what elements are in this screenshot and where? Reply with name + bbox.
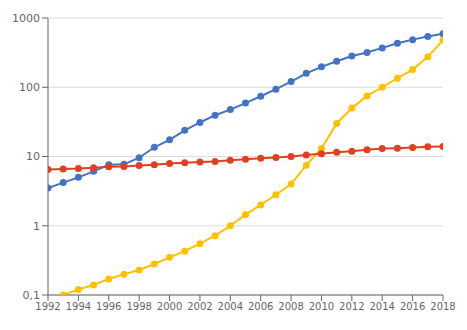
svg-text:2000: 2000 <box>157 301 182 312</box>
svg-text:1992: 1992 <box>35 301 60 312</box>
svg-text:10: 10 <box>26 150 40 163</box>
svg-text:1: 1 <box>33 220 40 233</box>
svg-text:2010: 2010 <box>309 301 334 312</box>
svg-text:2008: 2008 <box>278 301 303 312</box>
svg-text:0,1: 0,1 <box>23 289 41 302</box>
svg-text:1994: 1994 <box>66 301 91 312</box>
svg-text:2002: 2002 <box>187 301 212 312</box>
svg-text:2004: 2004 <box>218 301 243 312</box>
svg-text:1000: 1000 <box>12 12 40 25</box>
svg-text:2016: 2016 <box>400 301 425 312</box>
svg-text:2006: 2006 <box>248 301 273 312</box>
svg-text:2014: 2014 <box>370 301 395 312</box>
svg-text:1996: 1996 <box>96 301 121 312</box>
svg-text:100: 100 <box>19 81 40 94</box>
svg-text:2018: 2018 <box>430 301 455 312</box>
svg-text:2012: 2012 <box>339 301 364 312</box>
svg-text:1998: 1998 <box>126 301 151 312</box>
